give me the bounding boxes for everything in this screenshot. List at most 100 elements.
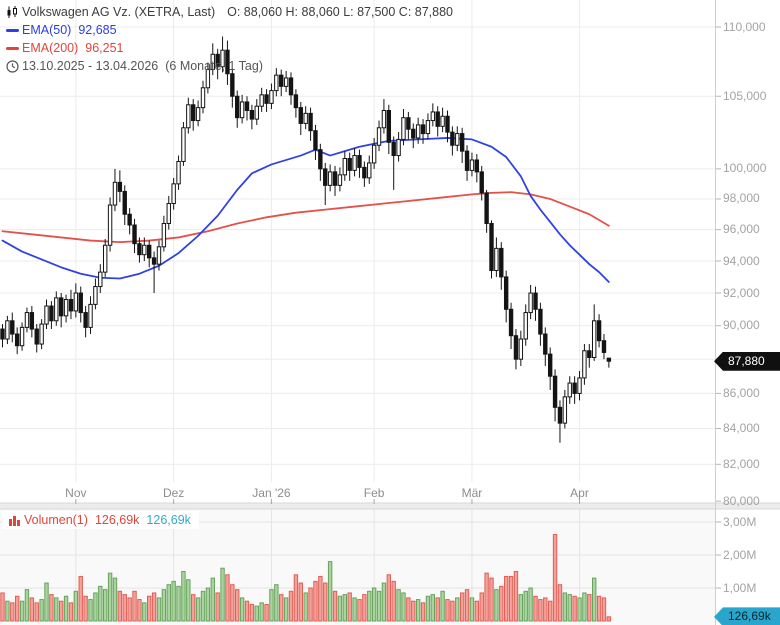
volume-bar (445, 599, 450, 622)
candle (308, 107, 313, 141)
candle (381, 99, 387, 134)
candle (342, 151, 348, 181)
ema200-line-swatch (6, 46, 19, 50)
candle (264, 89, 269, 112)
ema50-label: EMA(50) (22, 23, 72, 37)
volume-bar (147, 595, 152, 622)
volume-bar (279, 594, 284, 622)
volume-bar (474, 600, 480, 622)
candle (523, 304, 528, 346)
candle (68, 289, 74, 320)
candle (0, 324, 5, 348)
volume-value-red: 126,69k (94, 513, 140, 527)
candle (147, 240, 152, 268)
volume-bar (464, 589, 470, 622)
volume-bar (342, 594, 348, 622)
candle (479, 165, 484, 201)
volume-bar (557, 584, 563, 622)
volume-bar (24, 589, 30, 622)
candle (83, 306, 88, 338)
volume-bar (469, 597, 475, 622)
volume-bar (73, 590, 79, 622)
volume-bar (543, 597, 548, 622)
volume-bar (14, 595, 20, 622)
candle (63, 294, 69, 323)
ema200-legend-row[interactable]: EMA(200) 96,251 (6, 39, 453, 57)
candle (181, 121, 186, 166)
volume-bar (132, 590, 137, 622)
candle (352, 148, 357, 177)
candle (249, 104, 255, 130)
volume-bar (298, 582, 303, 622)
volume-bar (411, 600, 416, 622)
candle (274, 68, 279, 97)
date-range-row[interactable]: 13.10.2025 - 13.04.2026 (6 Monate, 1 Tag… (6, 57, 453, 75)
candle (102, 238, 108, 277)
volume-bar (591, 577, 597, 622)
candle (34, 324, 39, 353)
candle (362, 161, 367, 187)
candle (117, 170, 123, 203)
candle (88, 296, 93, 335)
candle (415, 117, 421, 144)
volume-bars-icon (8, 514, 24, 526)
candle (230, 68, 235, 108)
volume-bar (596, 595, 602, 622)
volume-bar (332, 590, 338, 622)
volume-legend-row[interactable]: Volumen(1) 126,69k 126,69k (2, 511, 199, 529)
volume-bar (499, 585, 504, 622)
candle (337, 167, 343, 192)
candle (269, 83, 274, 110)
clock-icon (6, 59, 22, 73)
candle (347, 152, 352, 181)
volume-bar (420, 602, 426, 622)
candle (547, 347, 553, 390)
volume-bar (435, 597, 440, 622)
volume-bar (220, 567, 225, 622)
candle (44, 299, 49, 330)
candle (464, 145, 470, 181)
ema50-legend-row[interactable]: EMA(50) 92,685 (6, 21, 453, 39)
volume-bar (391, 580, 396, 622)
candle (142, 237, 147, 262)
volume-bar (142, 602, 147, 622)
volume-bar (371, 587, 377, 622)
volume-bar (357, 599, 362, 622)
volume-bar (538, 599, 543, 622)
candle (259, 87, 264, 112)
volume-bar (0, 592, 5, 622)
candle (98, 264, 103, 294)
volume-bar (572, 595, 577, 622)
volume-bar (455, 597, 460, 622)
candle (401, 109, 406, 146)
volume-bar (176, 585, 181, 622)
volume-bar (479, 592, 484, 622)
volume-bar (386, 574, 392, 622)
volume-bar (323, 582, 328, 622)
candle (156, 240, 162, 271)
volume-bar (68, 602, 74, 622)
volume-bar (577, 597, 582, 622)
volume-bar (5, 600, 10, 622)
candle (528, 284, 533, 320)
last-volume-tag: 126,69k (714, 607, 780, 625)
candle (499, 242, 504, 290)
candle (195, 100, 201, 127)
candle (601, 334, 607, 360)
candle (371, 137, 377, 169)
volume-value-cyan: 126,69k (146, 513, 191, 527)
volume-bar (274, 584, 279, 622)
volume-bar (249, 604, 255, 622)
volume-bar (210, 577, 215, 622)
volume-bar (98, 585, 103, 622)
candle (450, 126, 455, 156)
candle (489, 220, 494, 279)
candle (283, 70, 289, 93)
instrument-legend-row[interactable]: Volkswagen AG Vz. (XETRA, Last) O: 88,06… (6, 3, 453, 21)
candle (166, 195, 171, 230)
candle (440, 107, 445, 133)
volume-bar (34, 602, 39, 622)
candle (327, 164, 333, 192)
